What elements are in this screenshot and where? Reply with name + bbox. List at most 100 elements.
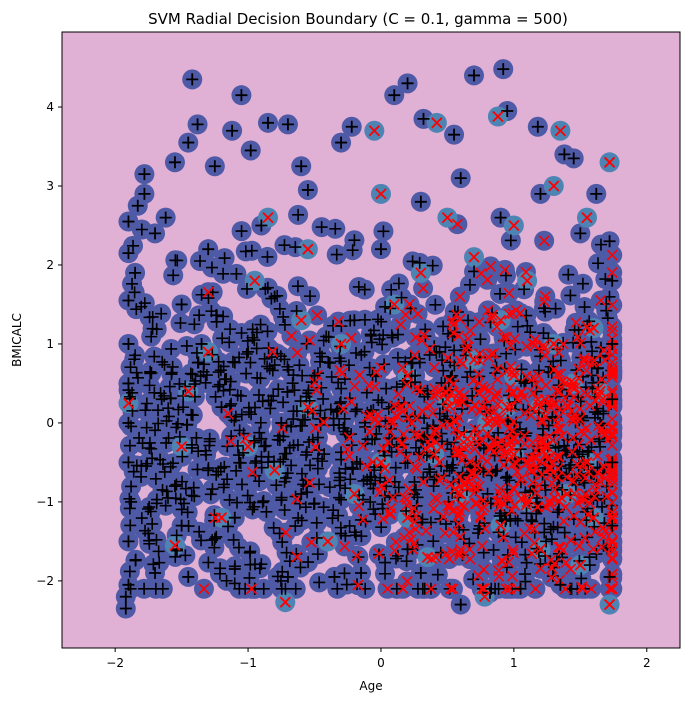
x-marker-26 [594,385,606,397]
plus-marker-58 [228,563,241,576]
x-marker-52 [262,211,274,224]
x-axis: −2 −1 0 1 2 [106,648,651,670]
plus-marker-54 [414,566,427,579]
plus-marker-78 [534,187,547,200]
plus-marker-15 [138,187,151,200]
x-tick-label-0: 0 [377,656,385,670]
plus-marker-62 [202,464,215,477]
x-marker-47 [348,488,361,500]
plus-marker-71 [335,527,348,540]
x-marker-2 [603,598,616,611]
plus-marker-45 [606,337,619,350]
x-marker-58 [541,440,553,453]
x-marker-18 [175,440,188,453]
plus-marker-7 [122,377,135,390]
markers-layer [119,63,619,615]
plus-marker-12 [129,266,142,279]
plus-marker-66 [202,243,215,256]
y-tick-label-4: 4 [46,100,54,114]
plus-marker-16 [149,227,162,240]
x-marker-34 [441,393,454,405]
x-marker-21 [249,275,261,287]
chart-title: SVM Radial Decision Boundary (C = 0.1, g… [148,10,568,28]
plus-marker-36 [468,69,480,82]
x-marker-16 [269,464,281,476]
x-tick-label--1: −1 [239,656,257,670]
plus-marker-47 [606,456,619,469]
plus-marker-40 [558,148,571,161]
plus-marker-18 [168,156,181,169]
plus-marker-2 [122,578,135,591]
x-marker-10 [508,219,520,232]
x-marker-32 [455,488,467,500]
x-marker-41 [481,417,493,429]
plus-marker-48 [606,519,619,532]
x-marker-13 [388,298,400,311]
x-marker-55 [508,369,520,382]
plus-marker-3 [122,535,135,548]
x-marker-29 [574,559,586,571]
plus-marker-14 [138,168,151,181]
x-marker-40 [508,448,520,461]
plus-marker-31 [345,120,358,133]
plus-marker-37 [497,63,510,76]
plus-marker-42 [590,187,603,200]
x-marker-43 [521,496,533,508]
x-marker-6 [554,125,567,137]
x-marker-53 [295,314,307,326]
x-marker-48 [322,535,334,548]
plus-marker-60 [149,566,162,579]
x-marker-8 [581,211,593,224]
y-tick-label-3: 3 [46,179,54,193]
plus-marker-82 [142,527,155,540]
plus-marker-35 [448,128,461,141]
x-marker-57 [461,433,473,445]
plus-marker-70 [295,488,308,500]
plus-marker-25 [244,144,257,157]
x-marker-27 [581,456,593,469]
x-marker-59 [501,401,513,413]
plus-marker-51 [514,582,527,595]
plus-marker-46 [606,393,619,406]
plus-marker-21 [191,118,204,131]
x-marker-7 [603,156,616,168]
plus-marker-75 [414,195,427,208]
plus-marker-34 [417,112,430,125]
x-marker-42 [561,488,573,500]
plus-marker-13 [131,199,144,212]
plus-marker-0 [119,602,132,615]
plus-marker-19 [182,136,195,149]
plus-marker-81 [168,480,181,493]
x-tick-label--2: −2 [106,656,124,670]
plus-marker-52 [483,586,496,599]
x-marker-14 [335,338,347,350]
plus-marker-84 [275,416,288,429]
x-marker-5 [492,110,504,123]
plus-marker-30 [335,136,348,149]
x-marker-4 [431,117,443,129]
plus-marker-73 [348,314,361,327]
plus-marker-24 [235,89,248,102]
plus-marker-68 [268,290,281,303]
plus-marker-22 [208,160,221,173]
x-marker-20 [182,385,194,397]
x-marker-35 [468,354,480,366]
x-marker-49 [242,440,254,453]
x-tick-label-1: 1 [510,656,518,670]
plus-marker-26 [262,116,274,129]
plus-marker-50 [554,578,567,591]
plus-marker-64 [242,345,255,358]
plus-marker-49 [603,570,616,583]
plus-marker-44 [606,274,619,287]
plus-marker-41 [567,152,580,165]
plus-marker-10 [122,247,135,260]
plus-marker-56 [328,570,341,583]
x-marker-25 [587,322,600,334]
plus-marker-28 [295,160,308,173]
plus-marker-20 [186,73,199,86]
plus-marker-23 [226,124,239,137]
x-marker-56 [568,377,580,390]
plus-marker-9 [122,294,135,307]
plus-marker-6 [122,416,135,429]
